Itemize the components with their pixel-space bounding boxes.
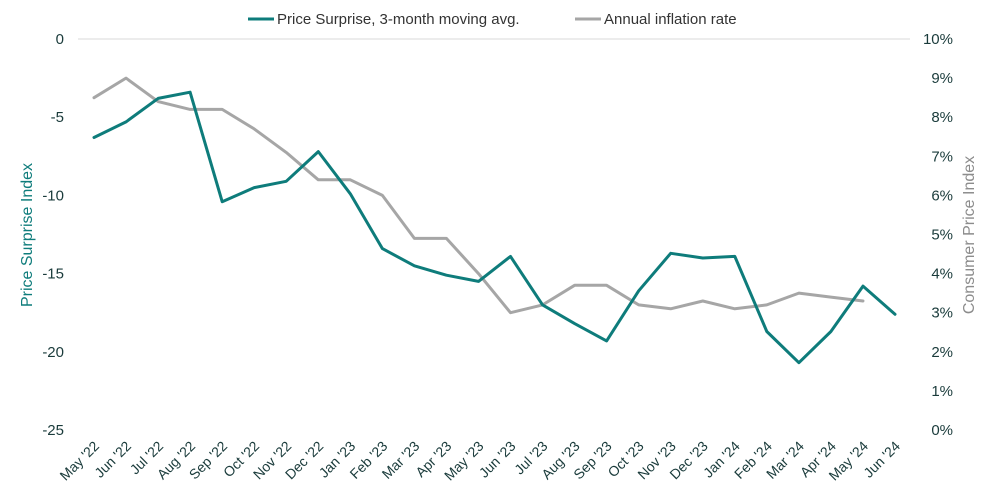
x-tick-label: May '22 [56, 438, 102, 484]
left-axis: 0 -5 -10 -15 -20 -25 [42, 31, 64, 439]
x-tick-label: Jun '24 [860, 438, 903, 481]
x-tick-label: Jun '22 [91, 438, 134, 481]
right-tick-label: 4% [931, 266, 953, 283]
x-tick-label: Jun '23 [476, 438, 519, 481]
left-tick-label: -10 [42, 187, 64, 204]
left-tick-label: -5 [51, 109, 64, 126]
legend-label: Price Surprise, 3-month moving avg. [277, 11, 520, 28]
left-tick-label: -20 [42, 344, 64, 361]
left-tick-label: 0 [56, 31, 64, 48]
right-tick-label: 3% [931, 305, 953, 322]
left-tick-label: -15 [42, 266, 64, 283]
right-axis-title: Consumer Price Index [961, 156, 978, 314]
right-tick-label: 0% [931, 422, 953, 439]
right-tick-label: 7% [931, 148, 953, 165]
right-tick-label: 2% [931, 344, 953, 361]
right-axis: 10% 9% 8% 7% 6% 5% 4% 3% 2% 1% 0% [923, 31, 953, 439]
right-tick-label: 10% [923, 31, 953, 48]
series-line-price-surprise [92, 90, 897, 365]
right-tick-label: 1% [931, 383, 953, 400]
left-tick-label: -25 [42, 422, 64, 439]
left-axis-title: Price Surprise Index [19, 163, 36, 307]
legend: Price Surprise, 3-month moving avg. Annua… [248, 11, 737, 28]
right-tick-label: 5% [931, 227, 953, 244]
series-lines [92, 76, 897, 365]
right-tick-label: 9% [931, 70, 953, 87]
legend-label: Annual inflation rate [604, 11, 737, 28]
right-tick-label: 8% [931, 109, 953, 126]
right-tick-label: 6% [931, 187, 953, 204]
series-line-annual-inflation [92, 76, 865, 315]
